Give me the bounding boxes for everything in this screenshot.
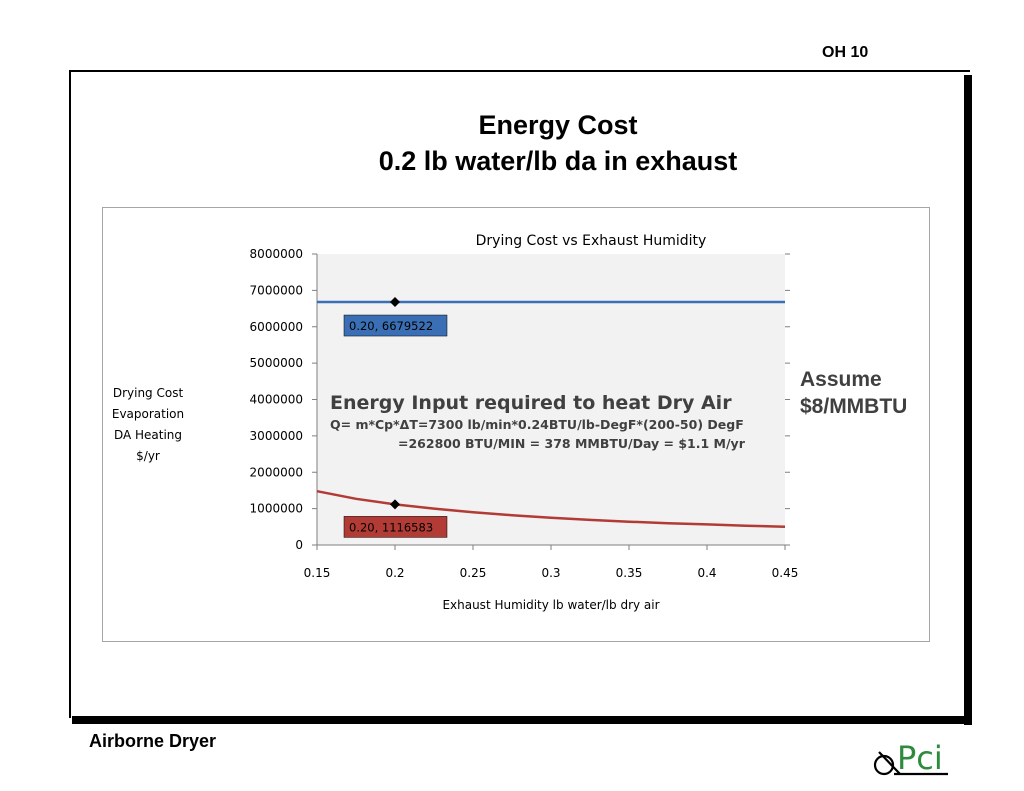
x-axis-label: Exhaust Humidity lb water/lb dry air <box>442 598 659 612</box>
bottom-rule <box>72 716 970 724</box>
x-tick-label: 0.4 <box>697 566 716 580</box>
annotation-heading: Energy Input required to heat Dry Air <box>330 392 732 414</box>
y-axis-label-line-2: Evaporation <box>112 407 184 421</box>
chart-frame: 0.15 0.2 0.25 0.3 0.35 0.4 0.45 0 1000000 200000… <box>102 207 930 642</box>
y-tick-label: 4000000 <box>250 393 303 407</box>
y-tick-label: 3000000 <box>250 429 303 443</box>
slide-number-label: OH 10 <box>822 44 869 61</box>
y-tick-label: 7000000 <box>250 283 303 297</box>
x-tick-label: 0.25 <box>460 566 487 580</box>
y-tick-label: 0 <box>295 538 303 552</box>
y-tick-label: 6000000 <box>250 320 303 334</box>
chart-title: Drying Cost vs Exhaust Humidity <box>476 233 707 249</box>
y-tick-label: 2000000 <box>250 465 303 479</box>
y-axis-label-line-1: Drying Cost <box>113 386 184 400</box>
series-layer: 0.20, 6679522 0.20, 1116583 <box>316 297 786 538</box>
y-axis-label-line-3: DA Heating <box>114 428 182 442</box>
data-label-2: 0.20, 1116583 <box>349 520 433 534</box>
y-tick-label: 5000000 <box>250 356 303 370</box>
x-tick-label: 0.3 <box>541 566 560 580</box>
assumption-note: Assume $8/MMBTU <box>800 366 907 420</box>
logo-text: Pci <box>897 739 943 777</box>
y-axis-ticks: 0 1000000 2000000 3000000 4000000 5000000 6000… <box>250 247 317 552</box>
slide-title: Energy Cost <box>478 110 638 140</box>
y-tick-label: 8000000 <box>250 247 303 261</box>
assumption-line-2: $8/MMBTU <box>800 395 908 418</box>
y-tick-label: 1000000 <box>250 502 303 516</box>
pci-logo: Pci <box>873 739 948 777</box>
x-tick-label: 0.2 <box>385 566 404 580</box>
x-tick-label: 0.45 <box>772 566 799 580</box>
x-tick-label: 0.35 <box>616 566 643 580</box>
slide-subtitle: 0.2 lb water/lb da in exhaust <box>378 146 738 176</box>
data-label-box-2 <box>343 516 448 538</box>
data-point-marker-2 <box>390 499 400 510</box>
left-rule <box>69 70 71 718</box>
right-axis-ticks <box>785 253 790 546</box>
annotation-result: =262800 BTU/MIN = 378 MMBTU/Day = $1.1 M… <box>398 436 746 451</box>
x-tick-label: 0.15 <box>304 566 331 580</box>
data-point-marker-1 <box>390 297 400 308</box>
assumption-line-1: Assume <box>800 368 882 391</box>
x-axis-ticks: 0.15 0.2 0.25 0.3 0.35 0.4 0.45 <box>304 545 799 580</box>
annotation-formula: Q= m*Cp*ΔT=7300 lb/min*0.24BTU/lb-DegF*(… <box>330 417 744 432</box>
y-axis-label-line-4: $/yr <box>136 449 160 463</box>
data-label-box-1 <box>343 314 448 337</box>
chart: 0.15 0.2 0.25 0.3 0.35 0.4 0.45 0 1000000 200000… <box>112 233 799 612</box>
data-label-1: 0.20, 6679522 <box>349 319 433 333</box>
top-rule <box>70 70 970 72</box>
footer-title: Airborne Dryer <box>89 731 217 751</box>
right-rule <box>964 75 972 725</box>
